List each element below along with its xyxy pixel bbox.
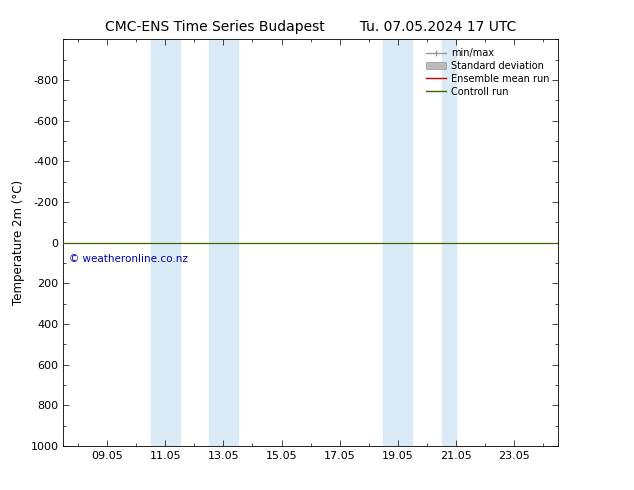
Legend: min/max, Standard deviation, Ensemble mean run, Controll run: min/max, Standard deviation, Ensemble me… — [422, 44, 553, 100]
Bar — [384, 39, 413, 446]
Bar — [151, 39, 180, 446]
Bar — [441, 39, 456, 446]
Y-axis label: Temperature 2m (°C): Temperature 2m (°C) — [12, 180, 25, 305]
Bar — [209, 39, 238, 446]
Title: CMC-ENS Time Series Budapest        Tu. 07.05.2024 17 UTC: CMC-ENS Time Series Budapest Tu. 07.05.2… — [105, 20, 516, 34]
Text: © weatheronline.co.nz: © weatheronline.co.nz — [69, 254, 188, 264]
